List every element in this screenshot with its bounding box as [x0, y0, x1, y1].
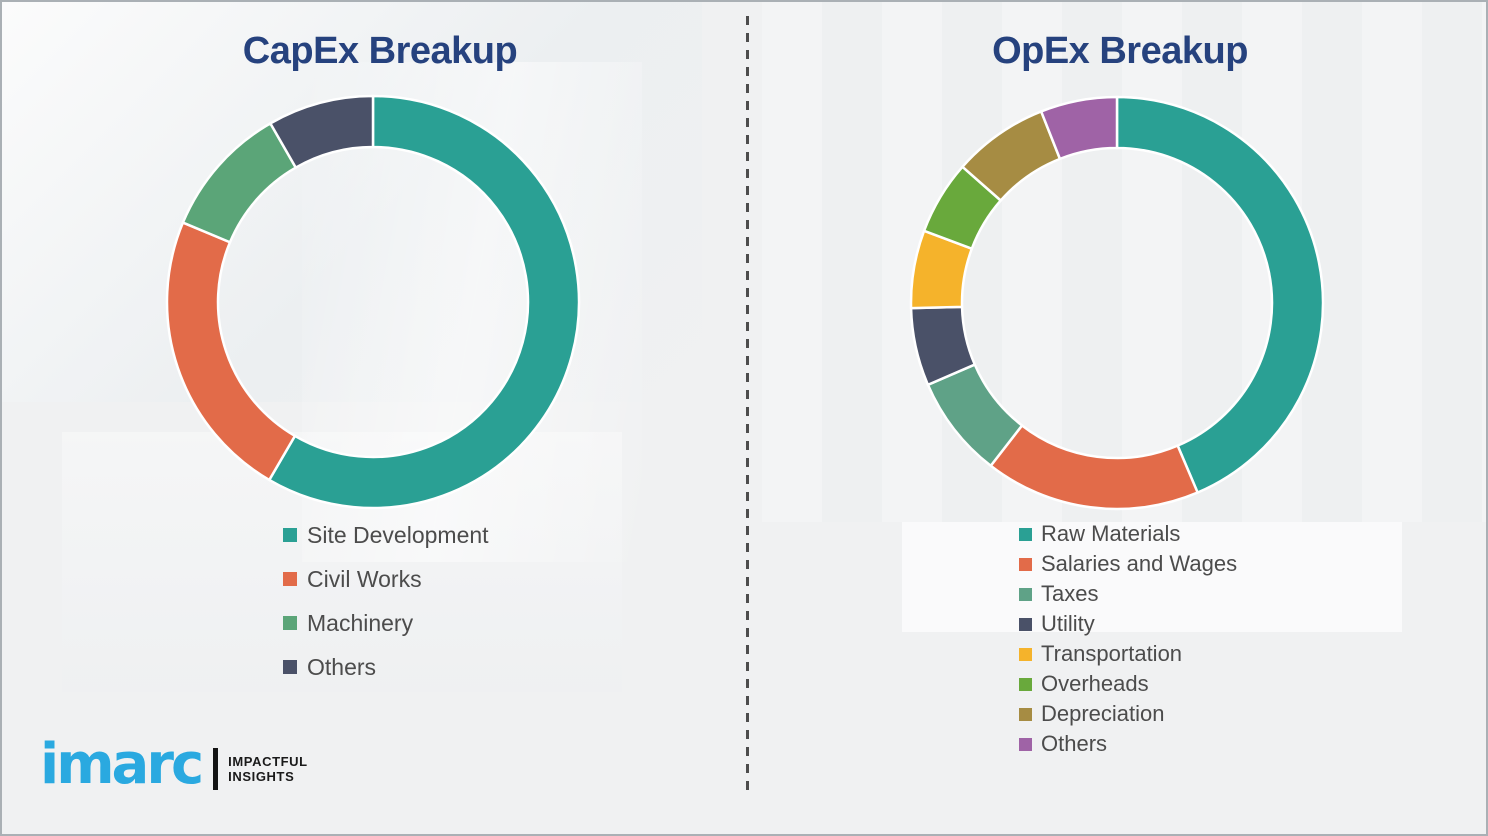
legend-label: Civil Works	[307, 565, 422, 592]
donut-segment-site-development	[268, 94, 581, 510]
logo-tagline-line2: INSIGHTS	[228, 769, 295, 784]
donut-segment-others	[269, 94, 375, 169]
opex-legend: Raw Materials Salaries and Wages Taxes Util…	[1019, 519, 1237, 759]
legend-label: Site Development	[307, 521, 489, 548]
legend-swatch-icon	[283, 572, 297, 586]
legend-item: Overheads	[1019, 669, 1237, 699]
donut-segment-raw-materials	[1115, 95, 1325, 494]
capex-donut-chart	[165, 94, 581, 510]
legend-item: Depreciation	[1019, 699, 1237, 729]
legend-item: Raw Materials	[1019, 519, 1237, 549]
legend-swatch-icon	[1019, 527, 1032, 541]
legend-item: Utility	[1019, 609, 1237, 639]
legend-swatch-icon	[1019, 647, 1032, 661]
logo-divider-bar	[213, 748, 219, 790]
legend-label: Raw Materials	[1041, 521, 1181, 546]
legend-item: Machinery	[283, 601, 489, 645]
legend-swatch-icon	[1019, 707, 1032, 721]
legend-item: Others	[283, 645, 489, 689]
logo-tagline: IMPACTFUL INSIGHTS	[228, 754, 308, 784]
legend-item: Salaries and Wages	[1019, 549, 1237, 579]
capex-chart-title: CapEx Breakup	[242, 30, 518, 72]
logo-tagline-line1: IMPACTFUL	[228, 754, 308, 769]
legend-swatch-icon	[1019, 617, 1032, 631]
legend-swatch-icon	[1019, 737, 1032, 751]
legend-item: Transportation	[1019, 639, 1237, 669]
legend-label: Taxes	[1041, 581, 1099, 606]
legend-label: Others	[1041, 731, 1108, 756]
donut-segment-salaries-and-wages	[989, 424, 1199, 511]
legend-item: Site Development	[283, 513, 489, 557]
legend-item: Civil Works	[283, 557, 489, 601]
legend-item: Taxes	[1019, 579, 1237, 609]
legend-swatch-icon	[1019, 677, 1032, 691]
legend-swatch-icon	[1019, 557, 1032, 571]
capex-legend: Site Development Civil Works Machinery Othe…	[283, 513, 489, 689]
legend-swatch-icon	[283, 616, 297, 630]
legend-label: Transportation	[1041, 641, 1183, 666]
legend-item: Others	[1019, 729, 1237, 759]
legend-label: Depreciation	[1041, 701, 1165, 726]
vertical-divider	[746, 16, 749, 792]
donut-segment-machinery	[181, 122, 298, 244]
donut-segment-others	[1039, 95, 1119, 161]
legend-label: Utility	[1041, 611, 1095, 636]
legend-label: Machinery	[307, 609, 414, 636]
opex-chart-title: OpEx Breakup	[992, 30, 1248, 72]
legend-label: Others	[307, 653, 377, 680]
legend-swatch-icon	[1019, 587, 1032, 601]
legend-swatch-icon	[283, 528, 297, 542]
legend-swatch-icon	[283, 660, 297, 674]
opex-donut-chart	[909, 95, 1325, 511]
legend-label: Salaries and Wages	[1041, 551, 1238, 576]
imarc-logo: imarc IMPACTFUL INSIGHTS	[40, 730, 308, 800]
legend-label: Overheads	[1041, 671, 1149, 696]
donut-segment-civil-works	[165, 221, 297, 482]
logo-brand-text: imarc	[40, 732, 204, 797]
